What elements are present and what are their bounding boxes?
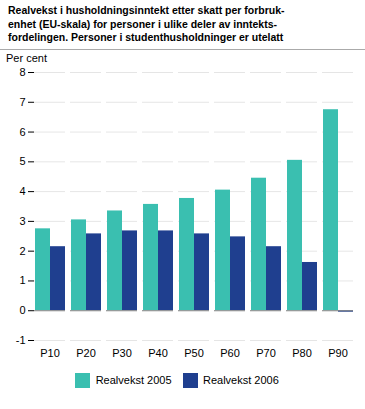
svg-text:P10: P10 bbox=[40, 347, 60, 359]
svg-text:-1: -1 bbox=[16, 334, 26, 346]
html-text:Realvekst 2005: Realvekst 2005 bbox=[95, 374, 172, 387]
svg-text:3: 3 bbox=[19, 215, 25, 227]
svg-text:P20: P20 bbox=[76, 347, 96, 359]
svg-text:P90: P90 bbox=[328, 347, 348, 359]
svg-text:6: 6 bbox=[19, 125, 25, 137]
html-text:enhet (EU-skala) for personer: enhet (EU-skala) for personer i ulike de… bbox=[8, 17, 277, 30]
svg-text:P50: P50 bbox=[184, 347, 204, 359]
svg-text:P80: P80 bbox=[292, 347, 312, 359]
svg-text:P30: P30 bbox=[112, 347, 132, 359]
html-text:Realvekst 2006: Realvekst 2006 bbox=[203, 374, 279, 387]
svg-text:P60: P60 bbox=[220, 347, 240, 359]
html-text:Realvekst i husholdningsinntek: Realvekst i husholdningsinntekt etter sk… bbox=[8, 4, 285, 16]
svg-text:0: 0 bbox=[19, 304, 25, 316]
svg-text:4: 4 bbox=[19, 185, 25, 197]
html-text:fordelingen. Personer i studen: fordelingen. Personer i studenthusholdni… bbox=[8, 31, 284, 44]
svg-text:8: 8 bbox=[19, 66, 25, 78]
svg-text:5: 5 bbox=[19, 155, 25, 167]
svg-text:1: 1 bbox=[19, 274, 25, 286]
svg-text:P70: P70 bbox=[256, 347, 276, 359]
svg-text:P40: P40 bbox=[148, 347, 168, 359]
html-text:Per cent: Per cent bbox=[6, 51, 47, 64]
svg-text:7: 7 bbox=[19, 96, 25, 108]
svg-text:2: 2 bbox=[19, 245, 25, 257]
